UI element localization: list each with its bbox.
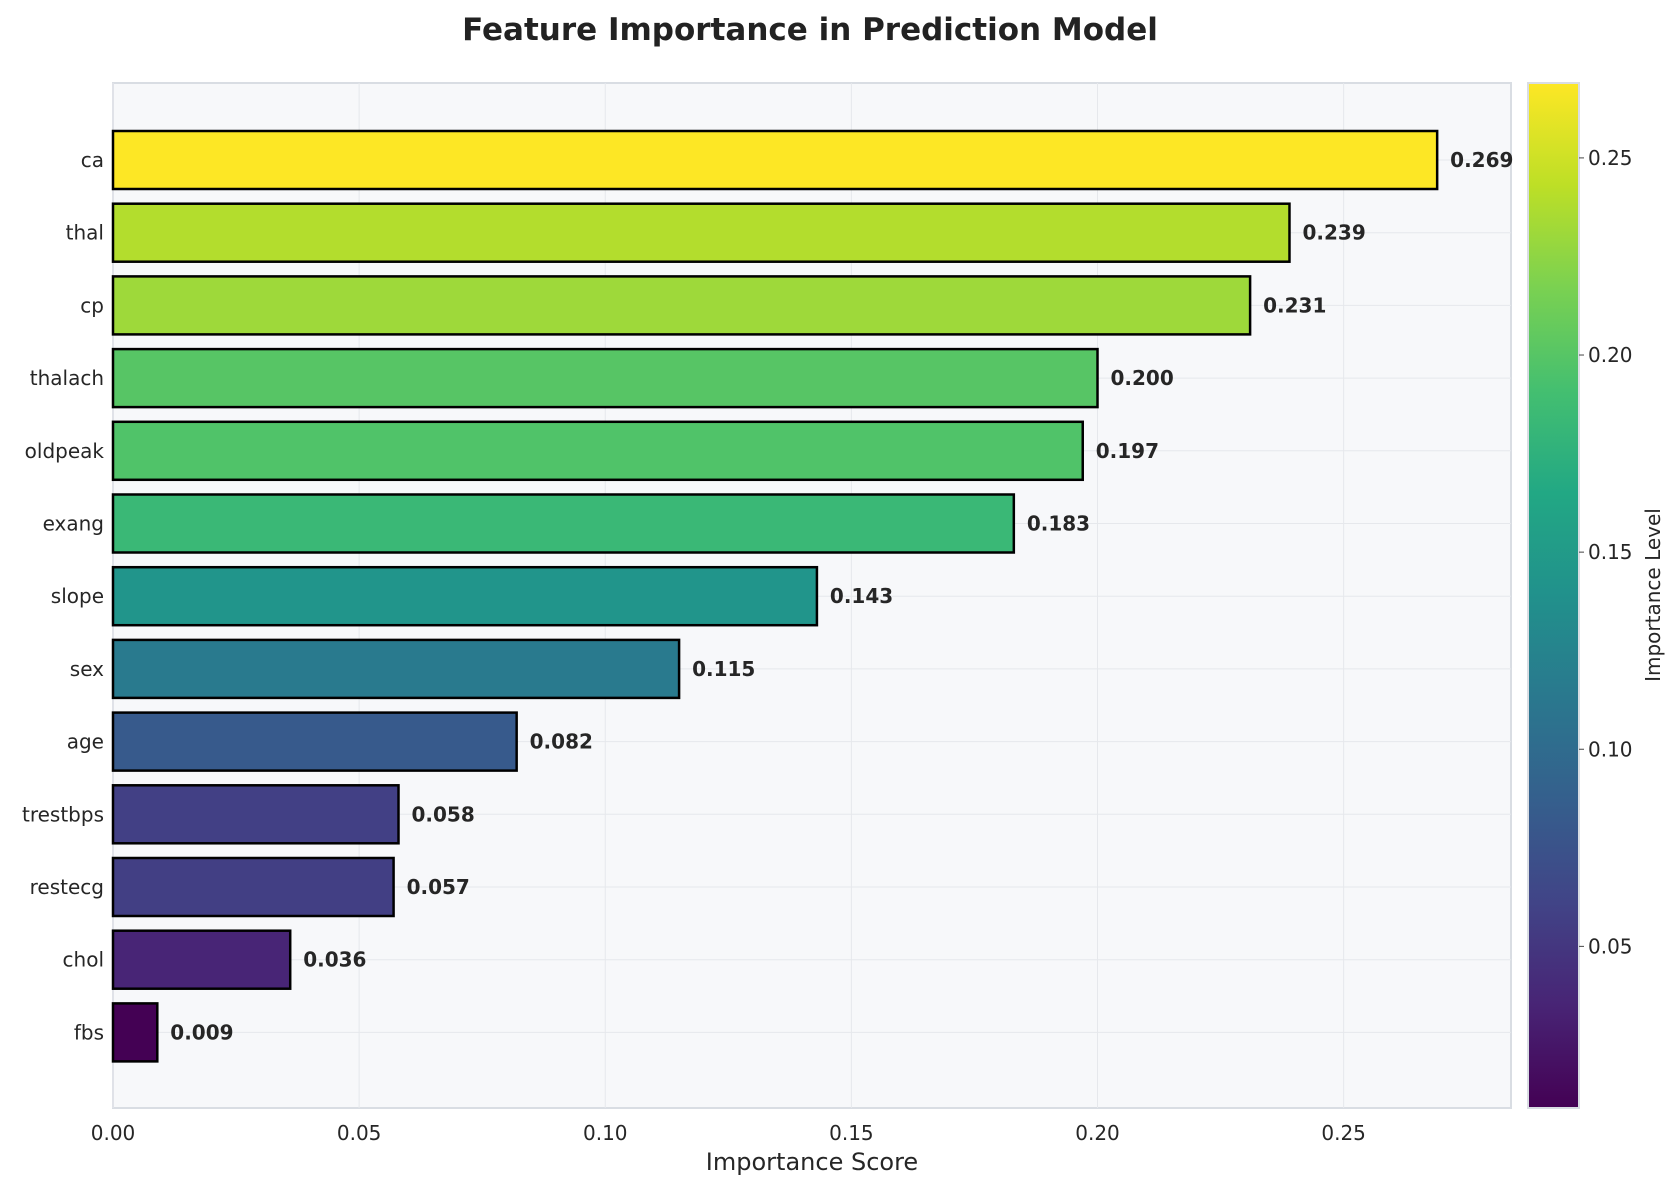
value-label-ca: 0.269 <box>1450 148 1513 172</box>
x-tick-label: 0.25 <box>1321 1121 1366 1145</box>
value-labels: 0.269 0.239 0.231 0.200 0.197 0.183 0.143 0.115… <box>170 148 1513 1044</box>
bar-trestbps <box>111 784 400 845</box>
x-tick-label: 0.15 <box>829 1121 874 1145</box>
colorbar-label: Importance Level <box>1641 508 1665 682</box>
value-label-fbs: 0.009 <box>170 1020 233 1044</box>
bars <box>111 129 1439 1063</box>
chart-title: Feature Importance in Prediction Model <box>462 12 1158 48</box>
x-axis-tick-labels: 0.00 0.05 0.10 0.15 0.20 0.25 <box>91 1121 1366 1145</box>
bar-thal <box>111 202 1291 263</box>
y-tick-label-exang: exang <box>43 512 104 536</box>
value-label-oldpeak: 0.197 <box>1096 439 1159 463</box>
x-axis-label: Importance Score <box>706 1148 918 1176</box>
value-label-slope: 0.143 <box>830 584 893 608</box>
value-label-chol: 0.036 <box>303 948 366 972</box>
y-tick-label-fbs: fbs <box>74 1020 104 1044</box>
y-tick-label-thalach: thalach <box>30 366 104 390</box>
bar-slope <box>111 565 819 627</box>
x-tick-label: 0.10 <box>583 1121 628 1145</box>
colorbar-tick-label: 0.05 <box>1588 934 1633 958</box>
bar-oldpeak <box>111 420 1084 482</box>
bar-fbs <box>111 1002 159 1063</box>
bar-thalach <box>111 347 1099 409</box>
bar-chol <box>111 929 292 990</box>
y-tick-label-age: age <box>67 730 104 754</box>
value-label-restecg: 0.057 <box>407 875 470 899</box>
value-label-thal: 0.239 <box>1302 221 1365 245</box>
y-axis-tick-labels: ca thal cp thalach oldpeak exang slope sex age tr… <box>22 148 104 1044</box>
y-tick-label-oldpeak: oldpeak <box>25 439 105 463</box>
bar-cp <box>111 275 1252 336</box>
value-label-thalach: 0.200 <box>1111 366 1174 390</box>
bar-restecg <box>111 856 395 918</box>
x-tick-label: 0.20 <box>1075 1121 1120 1145</box>
value-label-age: 0.082 <box>530 730 593 754</box>
value-label-trestbps: 0.058 <box>412 802 475 826</box>
y-tick-label-chol: chol <box>63 948 104 972</box>
y-tick-label-slope: slope <box>51 584 104 608</box>
colorbar-tick-labels: 0.05 0.10 0.15 0.20 0.25 <box>1579 146 1633 958</box>
y-tick-label-trestbps: trestbps <box>22 802 104 826</box>
value-label-sex: 0.115 <box>692 657 755 681</box>
y-tick-label-ca: ca <box>81 148 104 172</box>
colorbar <box>1527 82 1580 1109</box>
value-label-cp: 0.231 <box>1263 293 1326 317</box>
y-tick-label-cp: cp <box>80 293 104 317</box>
y-tick-label-sex: sex <box>70 657 104 681</box>
colorbar-tick-label: 0.10 <box>1588 737 1633 761</box>
bar-age <box>111 711 518 772</box>
bar-sex <box>111 638 681 700</box>
bar-exang <box>111 493 1016 554</box>
y-tick-label-restecg: restecg <box>30 875 104 899</box>
x-tick-label: 0.05 <box>337 1121 382 1145</box>
value-label-exang: 0.183 <box>1027 512 1090 536</box>
x-tick-label: 0.00 <box>91 1121 136 1145</box>
y-tick-label-thal: thal <box>66 221 104 245</box>
colorbar-tick-label: 0.25 <box>1588 146 1633 170</box>
bar-ca <box>111 129 1439 191</box>
colorbar-tick-label: 0.15 <box>1588 540 1633 564</box>
colorbar-tick-label: 0.20 <box>1588 343 1633 367</box>
